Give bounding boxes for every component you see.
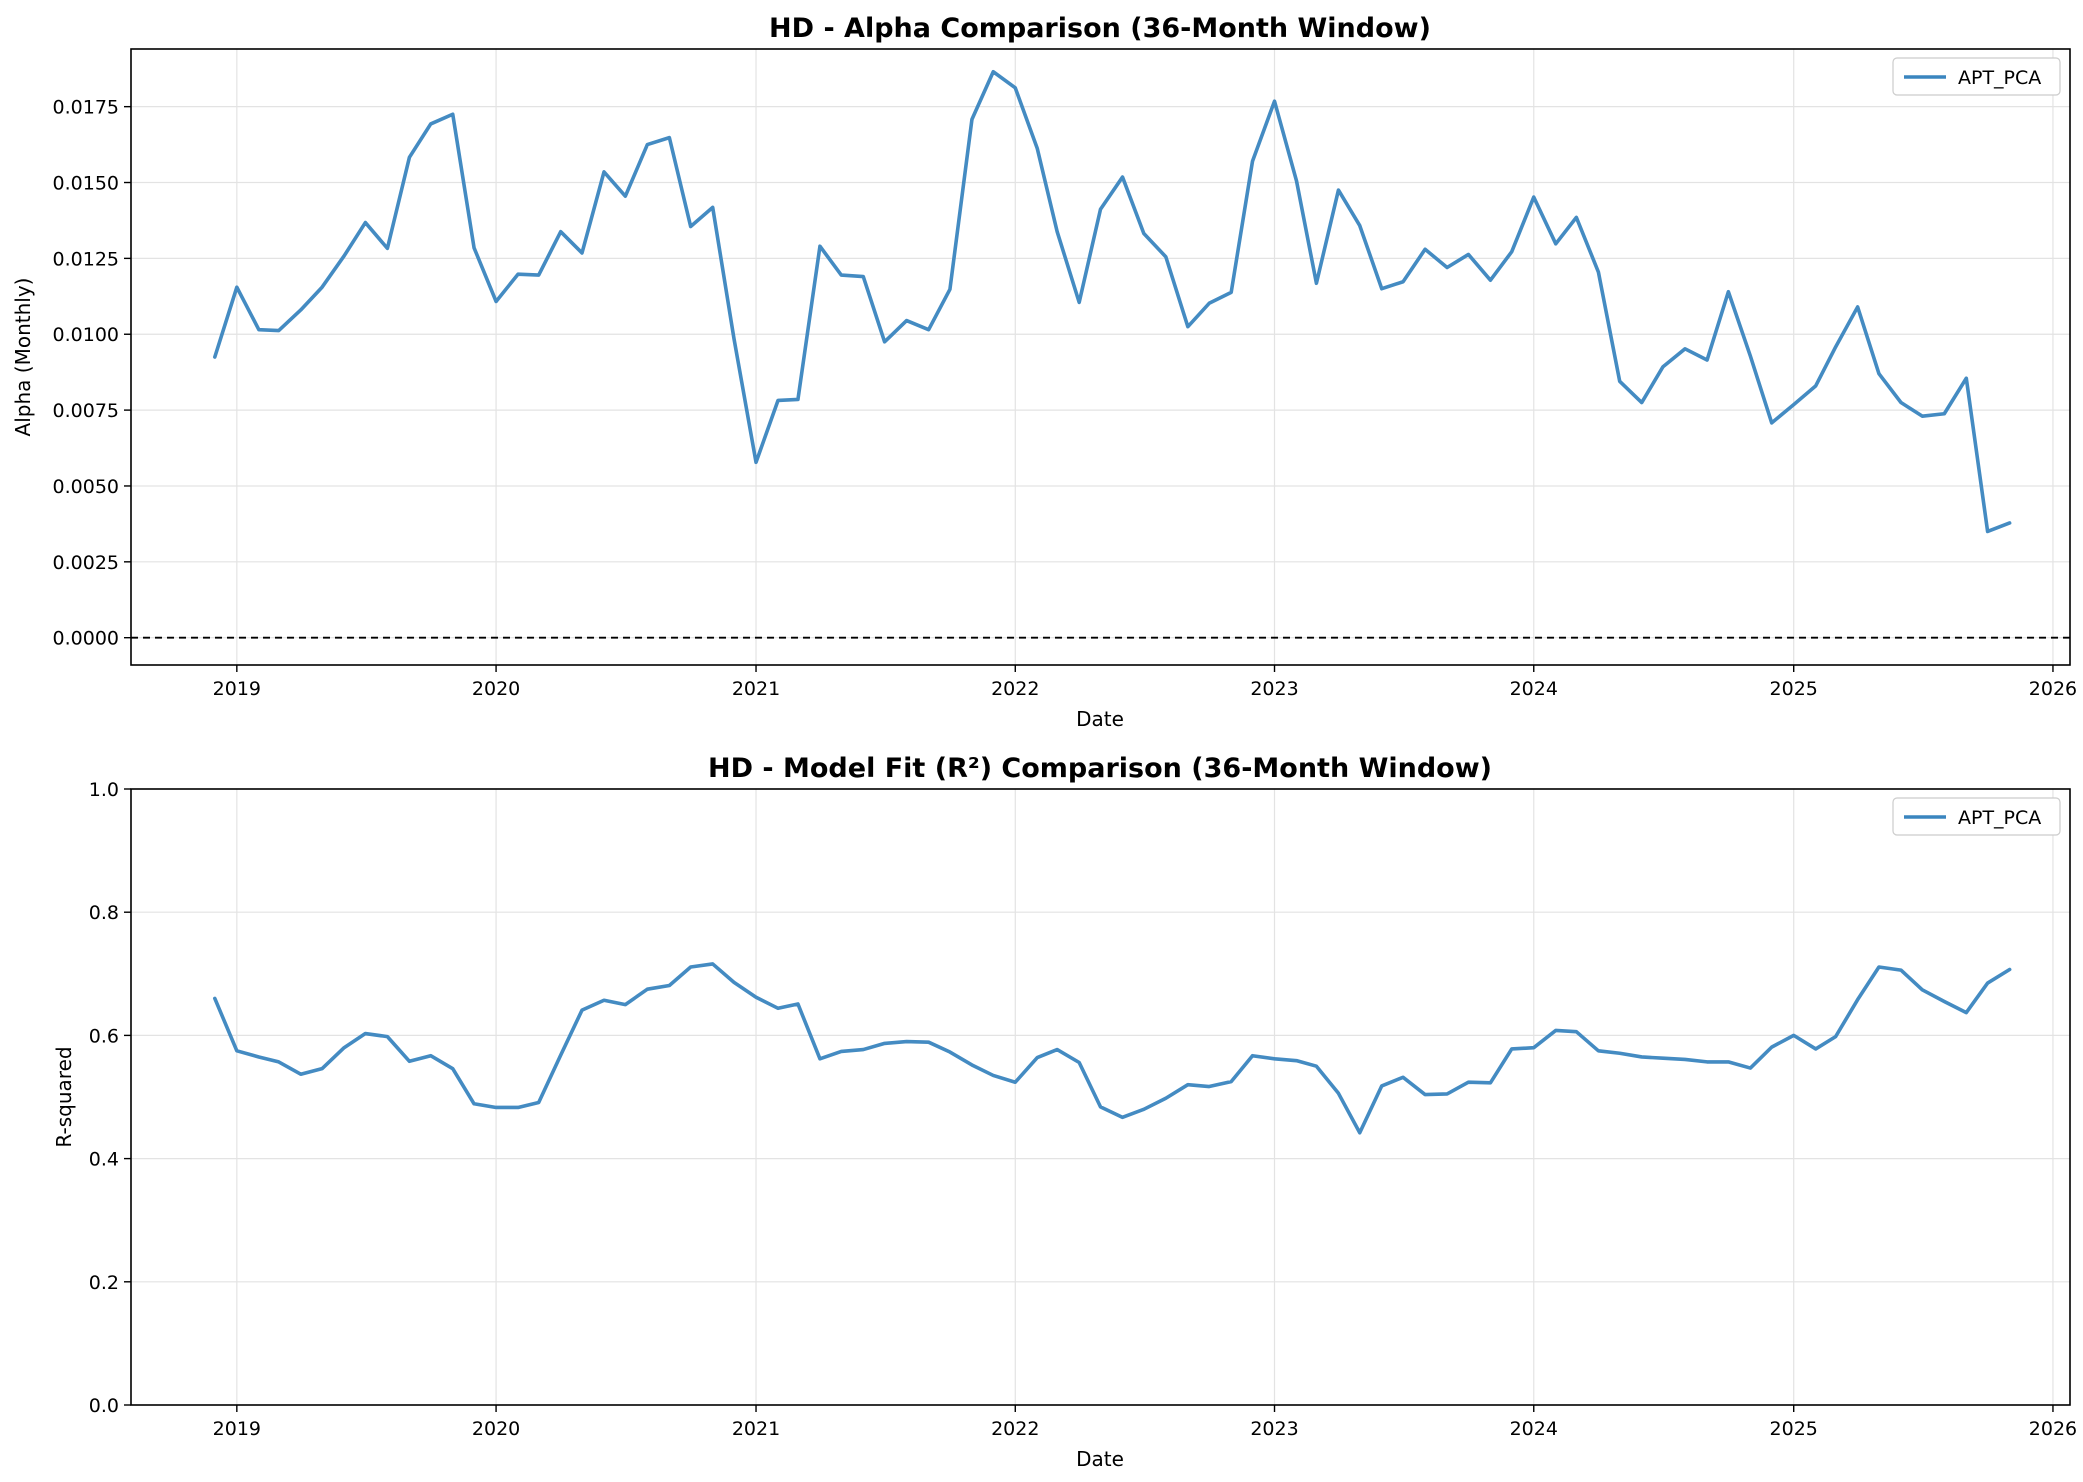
alpha-x-tick-label: 2025 xyxy=(1770,678,1818,700)
alpha-y-tick-label: 0.0050 xyxy=(53,476,119,498)
alpha-x-tick-label: 2024 xyxy=(1510,678,1558,700)
alpha-x-tick-label: 2023 xyxy=(1250,678,1298,700)
rsquared-chart-y-ticks: 0.0 0.2 0.4 0.6 0.8 1.0 xyxy=(89,779,131,1417)
alpha-chart-y-ticks: 0.0000 0.0025 0.0050 0.0075 0.0100 0.0125 0.01… xyxy=(53,97,131,650)
rsquared-chart-title: HD - Model Fit (R²) Comparison (36-Month… xyxy=(708,753,1492,784)
rsquared-x-tick-label: 2025 xyxy=(1770,1418,1818,1440)
alpha-chart-legend: APT_PCA xyxy=(1892,57,2061,96)
alpha-chart-xlabel: Date xyxy=(1076,707,1124,731)
alpha-series-line-apt-pca xyxy=(213,69,2012,534)
rsquared-x-tick-label: 2021 xyxy=(732,1418,780,1440)
rsquared-y-tick-label: 0.8 xyxy=(89,902,119,924)
alpha-y-tick-label: 0.0150 xyxy=(53,173,119,195)
rsquared-chart-xlabel: Date xyxy=(1076,1447,1124,1471)
rsquared-x-tick-label: 2022 xyxy=(991,1418,1039,1440)
alpha-legend-label: APT_PCA xyxy=(1958,67,2041,89)
rsquared-legend-box xyxy=(1892,797,2061,836)
rsquared-legend-label: APT_PCA xyxy=(1958,807,2041,829)
alpha-x-tick-label: 2022 xyxy=(991,678,1039,700)
alpha-y-tick-label: 0.0175 xyxy=(53,97,119,119)
alpha-x-tick-label: 2021 xyxy=(732,678,780,700)
alpha-legend-box xyxy=(1892,57,2061,96)
rsquared-chart-legend: APT_PCA xyxy=(1892,797,2061,836)
rsquared-x-tick-label: 2019 xyxy=(213,1418,261,1440)
alpha-chart-ylabel: Alpha (Monthly) xyxy=(11,278,35,437)
rsquared-series-line-apt-pca xyxy=(213,962,2012,1135)
rsquared-chart-x-ticks: 2019 2020 2021 2022 2023 2024 2025 2026 xyxy=(213,1405,2077,1440)
alpha-chart-x-ticks: 2019 2020 2021 2022 2023 2024 2025 2026 xyxy=(213,665,2077,700)
rsquared-x-tick-label: 2020 xyxy=(472,1418,520,1440)
rsquared-chart-series xyxy=(213,962,2012,1135)
alpha-y-tick-label: 0.0075 xyxy=(53,400,119,422)
rsquared-x-tick-label: 2026 xyxy=(2029,1418,2077,1440)
alpha-y-tick-label: 0.0025 xyxy=(53,552,119,574)
alpha-y-tick-label: 0.0000 xyxy=(53,628,119,650)
alpha-x-tick-label: 2026 xyxy=(2029,678,2077,700)
rsquared-x-tick-label: 2024 xyxy=(1510,1418,1558,1440)
alpha-chart-axes-frame xyxy=(130,48,2071,666)
rsquared-x-tick-label: 2023 xyxy=(1250,1418,1298,1440)
alpha-y-tick-label: 0.0125 xyxy=(53,248,119,270)
alpha-x-tick-label: 2020 xyxy=(472,678,520,700)
rsquared-chart-ylabel: R-squared xyxy=(52,1046,76,1147)
rsquared-y-tick-label: 0.0 xyxy=(89,1395,119,1417)
rsquared-chart-panel: HD - Model Fit (R²) Comparison (36-Month… xyxy=(52,753,2077,1471)
rsquared-chart-axes-frame xyxy=(130,788,2071,1406)
alpha-chart-grid xyxy=(131,49,2070,665)
rsquared-y-tick-label: 0.6 xyxy=(89,1025,119,1047)
alpha-x-tick-label: 2019 xyxy=(213,678,261,700)
alpha-chart-series xyxy=(213,69,2012,534)
alpha-chart-panel: HD - Alpha Comparison (36-Month Window) … xyxy=(11,13,2077,731)
rsquared-y-tick-label: 0.4 xyxy=(89,1149,119,1171)
rsquared-y-tick-label: 0.2 xyxy=(89,1272,119,1294)
alpha-chart-title: HD - Alpha Comparison (36-Month Window) xyxy=(769,13,1431,44)
rsquared-y-tick-label: 1.0 xyxy=(89,779,119,801)
alpha-y-tick-label: 0.0100 xyxy=(53,324,119,346)
